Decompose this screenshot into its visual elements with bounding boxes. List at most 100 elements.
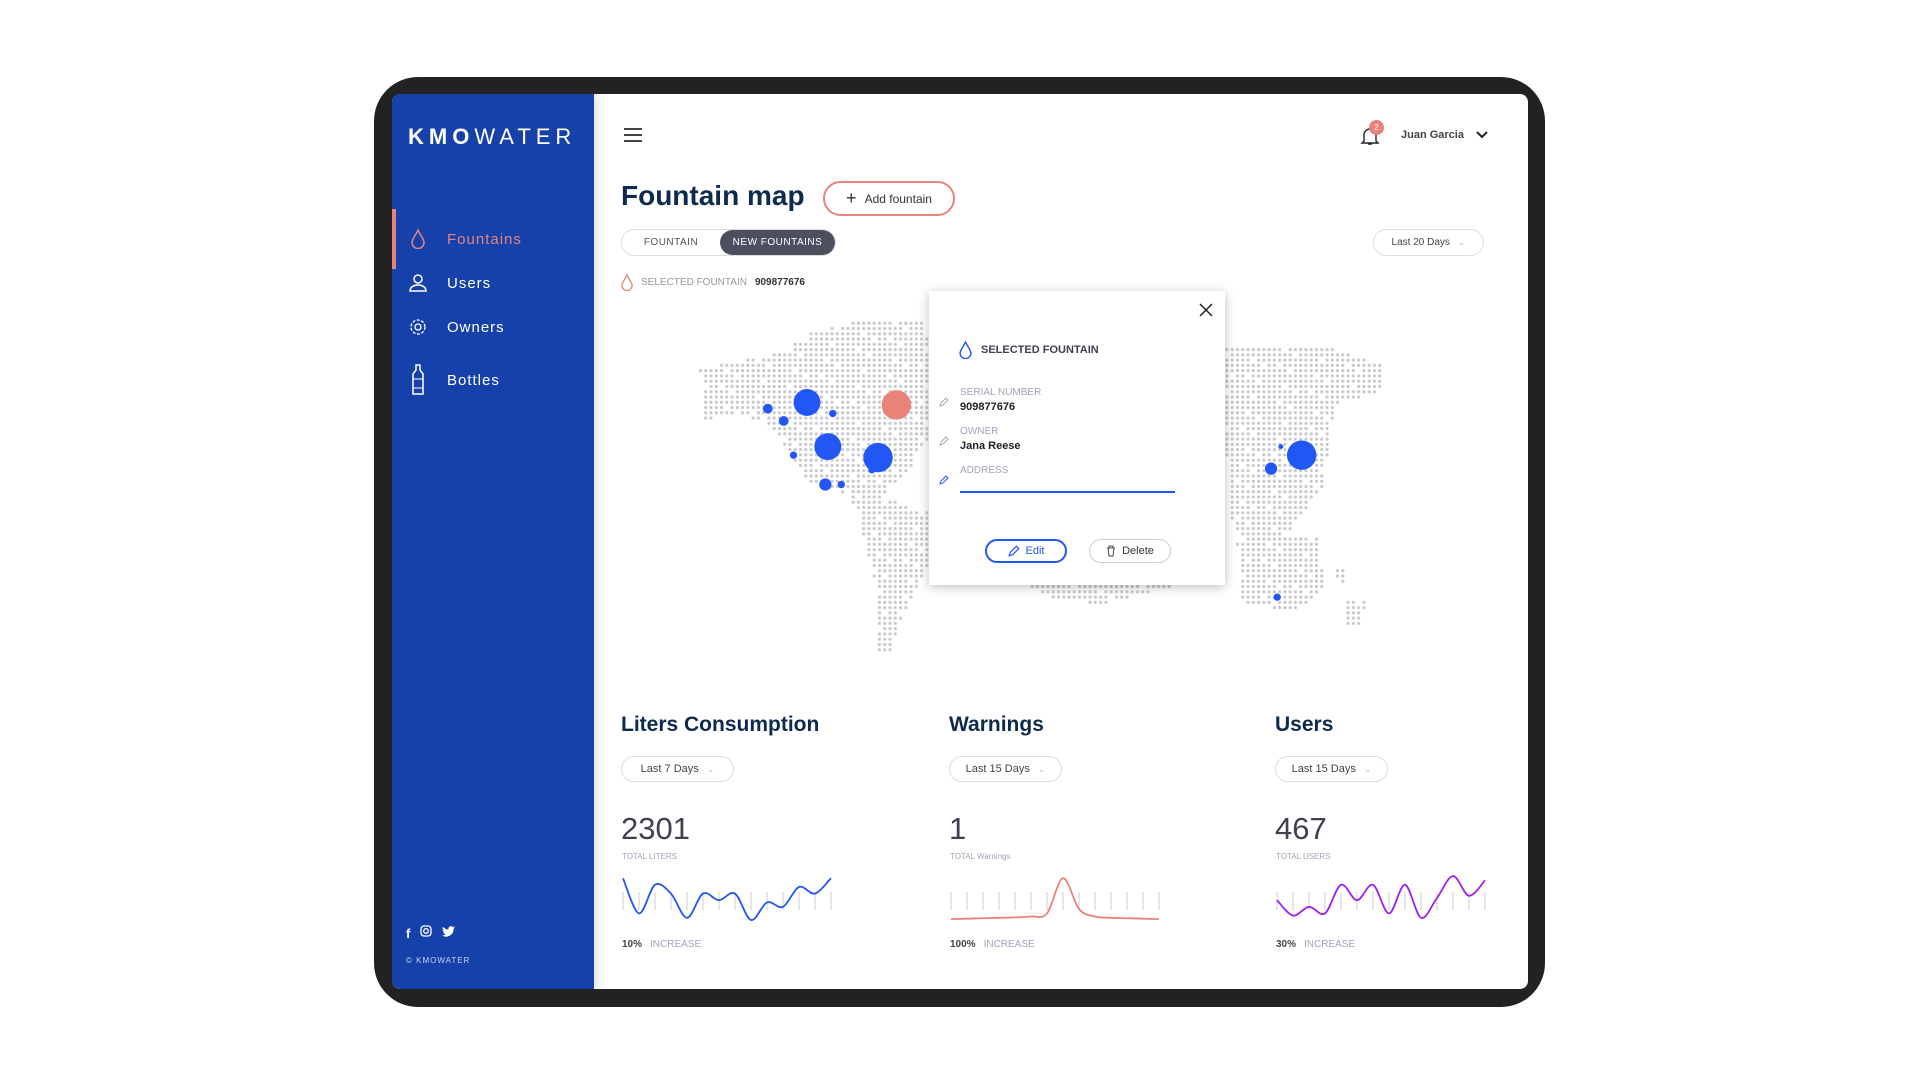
fountain-marker[interactable] xyxy=(1286,440,1317,470)
map-dot xyxy=(814,332,818,336)
map-dot xyxy=(1299,595,1303,599)
pencil-icon[interactable] xyxy=(939,433,949,451)
map-dot xyxy=(883,516,887,520)
sidebar-item-bottles[interactable]: Bottles xyxy=(392,360,594,400)
pencil-icon[interactable] xyxy=(939,472,949,490)
map-dot xyxy=(804,453,808,457)
map-dot xyxy=(1293,469,1298,473)
map-dot xyxy=(1283,563,1287,568)
fountain-marker[interactable] xyxy=(1273,593,1281,601)
map-dot xyxy=(835,395,839,399)
fountain-marker[interactable] xyxy=(837,480,845,489)
sparkline-line xyxy=(1276,875,1486,919)
sparkline xyxy=(622,877,832,921)
map-dot xyxy=(919,337,924,341)
delete-button[interactable]: Delete xyxy=(1089,539,1171,563)
map-dot xyxy=(898,558,903,562)
map-dot xyxy=(1341,574,1345,578)
map-dot xyxy=(788,358,792,362)
sidebar-item-users[interactable]: Users xyxy=(392,263,594,303)
stat-range-dropdown[interactable]: Last 7 Days ⌄ xyxy=(621,756,734,782)
map-dot xyxy=(1288,416,1292,420)
map-dot xyxy=(814,374,818,378)
fountain-marker[interactable] xyxy=(789,451,798,459)
fountain-marker[interactable] xyxy=(793,389,821,416)
tab-fountain[interactable]: FOUNTAIN xyxy=(643,237,699,248)
map-dot xyxy=(1262,453,1266,457)
map-dot xyxy=(867,405,871,410)
pencil-icon[interactable] xyxy=(939,394,949,412)
add-fountain-button[interactable]: + Add fountain xyxy=(823,181,955,216)
map-dot xyxy=(809,437,813,441)
map-dot xyxy=(883,505,887,510)
map-dot xyxy=(709,395,713,399)
map-dot xyxy=(1225,374,1229,378)
map-dot xyxy=(851,479,855,483)
fountain-marker[interactable] xyxy=(814,433,842,461)
tab-new-fountains[interactable]: NEW FOUNTAINS xyxy=(720,230,835,255)
map-dot xyxy=(1367,384,1371,389)
sidebar-item-owners[interactable]: Owners xyxy=(392,307,594,347)
map-dot xyxy=(1056,584,1061,589)
fountain-marker[interactable] xyxy=(868,466,876,474)
map-dot xyxy=(788,363,792,367)
map-dot xyxy=(804,421,808,425)
edit-button[interactable]: Edit xyxy=(985,539,1067,563)
facebook-icon[interactable]: f xyxy=(406,925,411,941)
map-dot xyxy=(1299,405,1303,410)
fountain-marker[interactable] xyxy=(819,478,832,491)
map-dot xyxy=(767,369,771,373)
map-dot xyxy=(1278,558,1282,562)
map-dot xyxy=(867,411,871,415)
map-dot xyxy=(1235,411,1240,415)
fountain-marker[interactable] xyxy=(829,409,837,418)
map-dot xyxy=(893,453,897,457)
stat-range-dropdown[interactable]: Last 15 Days ⌄ xyxy=(1275,756,1388,782)
map-dot xyxy=(1283,479,1287,483)
map-dot xyxy=(1293,548,1298,552)
address-input[interactable] xyxy=(960,477,1175,493)
map-dot xyxy=(877,521,882,525)
map-dot xyxy=(1314,474,1319,478)
map-dot xyxy=(725,363,729,367)
map-dot xyxy=(856,479,861,483)
map-dot xyxy=(1146,590,1150,594)
close-icon[interactable] xyxy=(1199,303,1213,322)
map-dot xyxy=(783,432,787,436)
user-menu[interactable]: Juan Garcia xyxy=(1401,129,1488,141)
map-dot xyxy=(893,627,897,631)
selected-fountain-marker[interactable] xyxy=(881,390,912,420)
map-dot xyxy=(925,558,929,562)
map-dot xyxy=(804,458,808,462)
date-range-dropdown[interactable]: Last 20 Days ⌄ xyxy=(1373,229,1484,256)
map-dot xyxy=(1241,421,1245,425)
twitter-icon[interactable] xyxy=(442,924,456,942)
map-dot xyxy=(867,374,871,378)
map-dot xyxy=(867,484,871,489)
fountain-marker[interactable] xyxy=(863,442,893,473)
map-dot xyxy=(862,342,866,346)
fountain-marker[interactable] xyxy=(1264,462,1278,475)
instagram-icon[interactable] xyxy=(420,924,432,942)
map-dot xyxy=(1256,542,1261,547)
map-dot xyxy=(1346,369,1350,373)
menu-icon[interactable] xyxy=(624,128,642,142)
map-dot xyxy=(1241,379,1245,383)
map-dot xyxy=(804,416,808,420)
map-dot xyxy=(1320,416,1324,420)
stat-range-dropdown[interactable]: Last 15 Days ⌄ xyxy=(949,756,1062,782)
map-dot xyxy=(925,395,929,399)
map-dot xyxy=(1293,437,1298,441)
fountain-marker[interactable] xyxy=(1278,444,1284,450)
fountain-marker[interactable] xyxy=(762,403,773,414)
fountain-marker[interactable] xyxy=(778,415,789,426)
sidebar-item-fountains[interactable]: Fountains xyxy=(392,209,594,269)
map-dot xyxy=(725,411,729,415)
bell-icon[interactable]: 2 xyxy=(1360,120,1384,151)
map-dot xyxy=(756,411,760,415)
map-dot xyxy=(819,369,824,373)
map-dot xyxy=(856,426,861,431)
map-dot xyxy=(1320,574,1324,578)
map-dot xyxy=(835,369,839,373)
map-dot xyxy=(1320,463,1324,468)
